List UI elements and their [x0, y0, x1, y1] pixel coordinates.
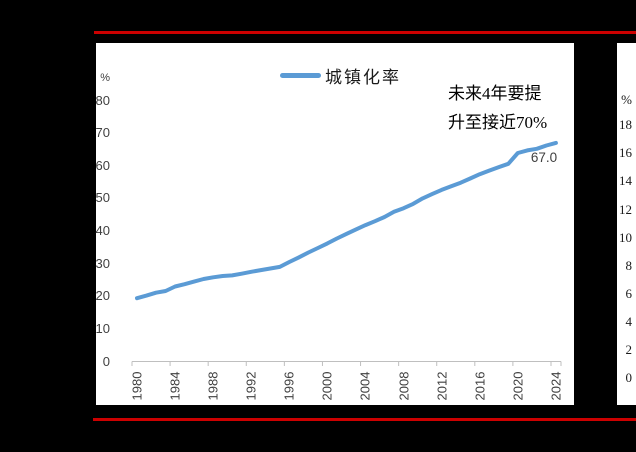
- y-axis-tick-label: 60: [95, 157, 110, 173]
- right-chart-tick-label: 8: [625, 257, 633, 273]
- right-chart-tick-label: 10: [619, 229, 632, 245]
- right-chart-tick-label: 2: [625, 342, 633, 358]
- y-axis-tick-label: 40: [95, 223, 110, 238]
- chart-legend: 城镇化率: [280, 63, 401, 88]
- chart-annotation: 未来4年要提 升至接近70%: [448, 79, 547, 137]
- y-axis-tick-label: 70: [95, 125, 110, 141]
- y-axis-tick-label: 50: [95, 190, 110, 206]
- right-chart-unit-label: %: [621, 92, 632, 107]
- right-chart-tick-label: 6: [625, 285, 633, 301]
- annotation-line-1: 未来4年要提: [448, 84, 542, 103]
- right-chart-tick-label: 0: [625, 370, 633, 386]
- bottom-red-rule: [93, 418, 636, 421]
- annotation-line-2: 升至接近70%: [448, 113, 548, 132]
- y-axis-unit-label: %: [100, 72, 110, 84]
- y-axis-tick-label: 20: [95, 288, 110, 304]
- y-axis-tick-label: 10: [95, 320, 110, 336]
- y-axis-tick-label: 0: [102, 353, 110, 369]
- right-chart-tick-label: 12: [619, 201, 632, 217]
- urbanization-chart: 城镇化率 % 未来4年要提 升至接近70% 67.0 80 70 60 50 40 30 2…: [96, 43, 574, 405]
- legend-label: 城镇化率: [325, 68, 401, 87]
- last-point-data-label: 67.0: [530, 150, 558, 165]
- right-chart-tick-label: 14: [619, 173, 632, 189]
- legend-line-swatch: [280, 73, 321, 78]
- right-chart-axis-sliver: % 18 16 14 12 10 8 6 4 2 0: [617, 43, 636, 405]
- right-chart-tick-label: 18: [619, 117, 632, 133]
- line-plot: [131, 140, 562, 366]
- right-chart-tick-label: 16: [619, 145, 632, 161]
- right-chart-tick-label: 4: [625, 313, 633, 329]
- urbanization-rate-line: [135, 140, 558, 301]
- y-axis-tick-label: 80: [95, 92, 110, 108]
- top-red-rule: [94, 31, 636, 34]
- y-axis-tick-label: 30: [95, 255, 110, 271]
